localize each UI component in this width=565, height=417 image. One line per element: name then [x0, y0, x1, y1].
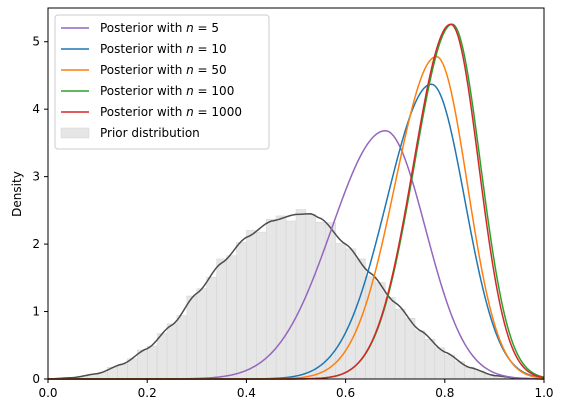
x-tick-label: 0.8 [435, 386, 454, 400]
prior-histogram-bar [445, 355, 455, 379]
prior-histogram-bar [137, 350, 147, 379]
y-tick-label: 0 [32, 372, 40, 386]
x-tick-label: 1.0 [534, 386, 553, 400]
y-tick-label: 2 [32, 237, 40, 251]
prior-histogram-bar [207, 277, 217, 379]
y-axis-title: Density [10, 171, 24, 217]
prior-histogram-bar [197, 289, 207, 379]
prior-histogram-bar [167, 324, 177, 379]
prior-histogram-bar [246, 230, 256, 379]
prior-histogram-bar [187, 296, 197, 379]
x-tick-label: 0.4 [237, 386, 256, 400]
prior-histogram-bar [435, 348, 445, 379]
prior-histogram-bar [306, 214, 316, 379]
x-tick-label: 0.2 [138, 386, 157, 400]
prior-histogram-bar [266, 219, 276, 379]
legend-entry: Posterior with n = 5 [100, 21, 219, 35]
x-tick-label: 0.6 [336, 386, 355, 400]
y-tick-label: 4 [32, 102, 40, 116]
legend-entry: Posterior with n = 1000 [100, 105, 242, 119]
prior-histogram-bar [286, 221, 296, 379]
y-tick-label: 5 [32, 35, 40, 49]
prior-histogram-bar [147, 346, 157, 379]
prior-histogram-bar [336, 244, 346, 379]
prior-histogram-bar [117, 364, 127, 379]
prior-histogram-bar [157, 334, 167, 379]
prior-histogram-bar [296, 210, 306, 379]
prior-histogram-bar [217, 259, 227, 379]
prior-histogram-bar [227, 256, 237, 379]
prior-histogram-bar [395, 309, 405, 379]
prior-histogram-bar [236, 242, 246, 379]
prior-histogram-bar [276, 216, 286, 379]
prior-histogram-bar [425, 339, 435, 379]
prior-histogram-bar [405, 318, 415, 379]
x-tick-label: 0.0 [38, 386, 57, 400]
legend-swatch [61, 128, 89, 138]
y-tick-label: 1 [32, 305, 40, 319]
legend-entry: Prior distribution [100, 126, 200, 140]
legend-entry: Posterior with n = 100 [100, 84, 234, 98]
prior-histogram-bar [316, 222, 326, 379]
prior-histogram-bar [415, 331, 425, 379]
prior-histogram-bar [177, 316, 187, 379]
prior-histogram-bar [256, 232, 266, 379]
legend-entry: Posterior with n = 50 [100, 63, 227, 77]
legend-entry: Posterior with n = 10 [100, 42, 227, 56]
y-tick-label: 3 [32, 170, 40, 184]
prior-histogram-bar [385, 297, 395, 379]
legend: Posterior with n = 5 Posterior with n = 1… [55, 15, 269, 149]
